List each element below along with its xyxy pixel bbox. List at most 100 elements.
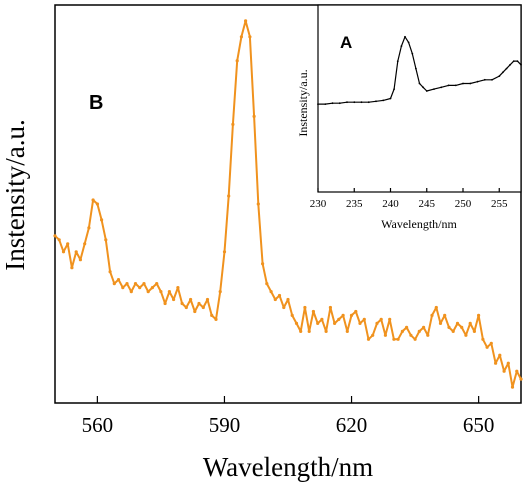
inset-x-tick-labels: 230 235 240 245 250 255 xyxy=(310,198,508,210)
main-data-point xyxy=(349,313,354,317)
main-data-point xyxy=(341,313,345,317)
inset-data-point xyxy=(520,63,522,66)
main-data-point xyxy=(74,250,78,254)
main-data-point xyxy=(447,325,451,329)
main-data-point xyxy=(201,305,205,310)
inset-data-point xyxy=(415,67,417,70)
main-data-point xyxy=(294,321,299,325)
inset-data-point xyxy=(447,84,450,87)
main-data-point xyxy=(388,317,392,321)
inset-data-point xyxy=(338,102,341,105)
inset-x-ticks xyxy=(317,188,500,192)
main-data-point xyxy=(146,290,150,294)
inset-data-point xyxy=(440,86,443,89)
main-data-point xyxy=(489,341,493,345)
main-data-point xyxy=(426,333,430,337)
main-data-point xyxy=(133,282,138,286)
main-data-point xyxy=(494,361,498,365)
main-data-point xyxy=(311,309,315,314)
main-data-point xyxy=(303,305,307,310)
inset-data-point xyxy=(407,41,410,44)
main-data-point xyxy=(95,202,99,206)
main-data-point xyxy=(167,290,171,294)
main-data-point xyxy=(197,301,201,306)
inset-data-point xyxy=(367,101,370,104)
inset-data-point xyxy=(411,52,414,55)
main-data-point xyxy=(485,345,489,349)
main-data-point xyxy=(244,19,248,23)
inset-data-point xyxy=(404,35,406,38)
main-data-point xyxy=(172,297,176,302)
inset-data-point xyxy=(509,63,511,66)
inset-data-point xyxy=(425,90,428,92)
main-data-point xyxy=(282,305,286,310)
main-data-point xyxy=(138,286,142,290)
inset-data-point xyxy=(375,100,377,103)
main-data-point xyxy=(91,198,95,202)
main-x-tick-label: 650 xyxy=(463,413,495,437)
main-data-point xyxy=(337,317,341,321)
main-data-point xyxy=(83,242,87,246)
inset-data-point xyxy=(418,82,421,85)
main-data-point xyxy=(256,202,260,206)
main-data-point xyxy=(70,266,74,270)
main-x-tick-labels: 560 590 620 650 xyxy=(82,413,495,437)
main-data-point xyxy=(227,194,231,198)
inset-data-point xyxy=(433,88,435,90)
main-data-point xyxy=(506,361,510,365)
main-data-point xyxy=(455,321,460,325)
main-data-point xyxy=(320,317,324,321)
inset-data-point xyxy=(396,60,399,62)
main-data-point xyxy=(519,377,523,381)
main-y-axis-label: Instensity/a.u. xyxy=(0,119,30,270)
inset-x-tick-label: 235 xyxy=(346,198,363,210)
inset-panel-label: A xyxy=(340,33,352,52)
inset-data-point xyxy=(346,101,348,104)
main-data-point xyxy=(112,282,116,286)
inset-data-point xyxy=(389,97,392,100)
inset-data-point xyxy=(353,101,356,104)
main-data-point xyxy=(155,282,159,286)
main-data-point xyxy=(248,35,252,39)
main-data-point xyxy=(210,313,214,317)
main-data-point xyxy=(375,321,379,325)
main-chart: 560 590 620 650 B Wavelength/nm Instensity/… xyxy=(0,4,523,482)
inset-x-tick-label: 245 xyxy=(419,198,436,210)
inset-data-point xyxy=(317,103,319,105)
main-data-point xyxy=(116,278,121,282)
inset-x-tick-label: 255 xyxy=(491,198,508,210)
main-data-point xyxy=(358,321,362,325)
main-data-point xyxy=(413,337,417,341)
main-data-point xyxy=(396,337,400,341)
main-data-point xyxy=(468,321,472,325)
inset-data-point xyxy=(454,84,457,87)
main-data-point xyxy=(443,313,447,317)
main-data-point xyxy=(299,329,303,333)
inset-data-point xyxy=(476,80,479,83)
main-data-point xyxy=(328,305,332,310)
main-data-point xyxy=(422,325,426,329)
main-x-ticks xyxy=(96,396,480,403)
main-data-point xyxy=(286,297,290,302)
main-data-point xyxy=(472,329,476,333)
main-data-point xyxy=(176,286,180,290)
inset-plot-background xyxy=(317,4,522,193)
main-data-point xyxy=(150,286,154,290)
inset-data-point xyxy=(331,102,334,105)
main-data-point xyxy=(163,301,167,306)
main-data-point xyxy=(477,313,481,317)
main-data-point xyxy=(53,234,57,238)
inset-chart: 230 235 240 245 250 255 A Wavelength/nm Inste… xyxy=(296,4,522,231)
main-series-group xyxy=(53,19,523,389)
main-data-point xyxy=(510,385,515,389)
main-data-point xyxy=(498,353,502,357)
main-data-point xyxy=(290,313,294,317)
main-data-point xyxy=(383,333,387,337)
main-data-point xyxy=(189,297,193,302)
main-data-point xyxy=(235,59,239,63)
main-data-point xyxy=(239,35,243,39)
inset-data-point xyxy=(502,71,504,74)
inset-x-tick-label: 250 xyxy=(455,198,472,210)
main-data-point xyxy=(205,297,210,302)
main-data-point xyxy=(277,293,282,298)
